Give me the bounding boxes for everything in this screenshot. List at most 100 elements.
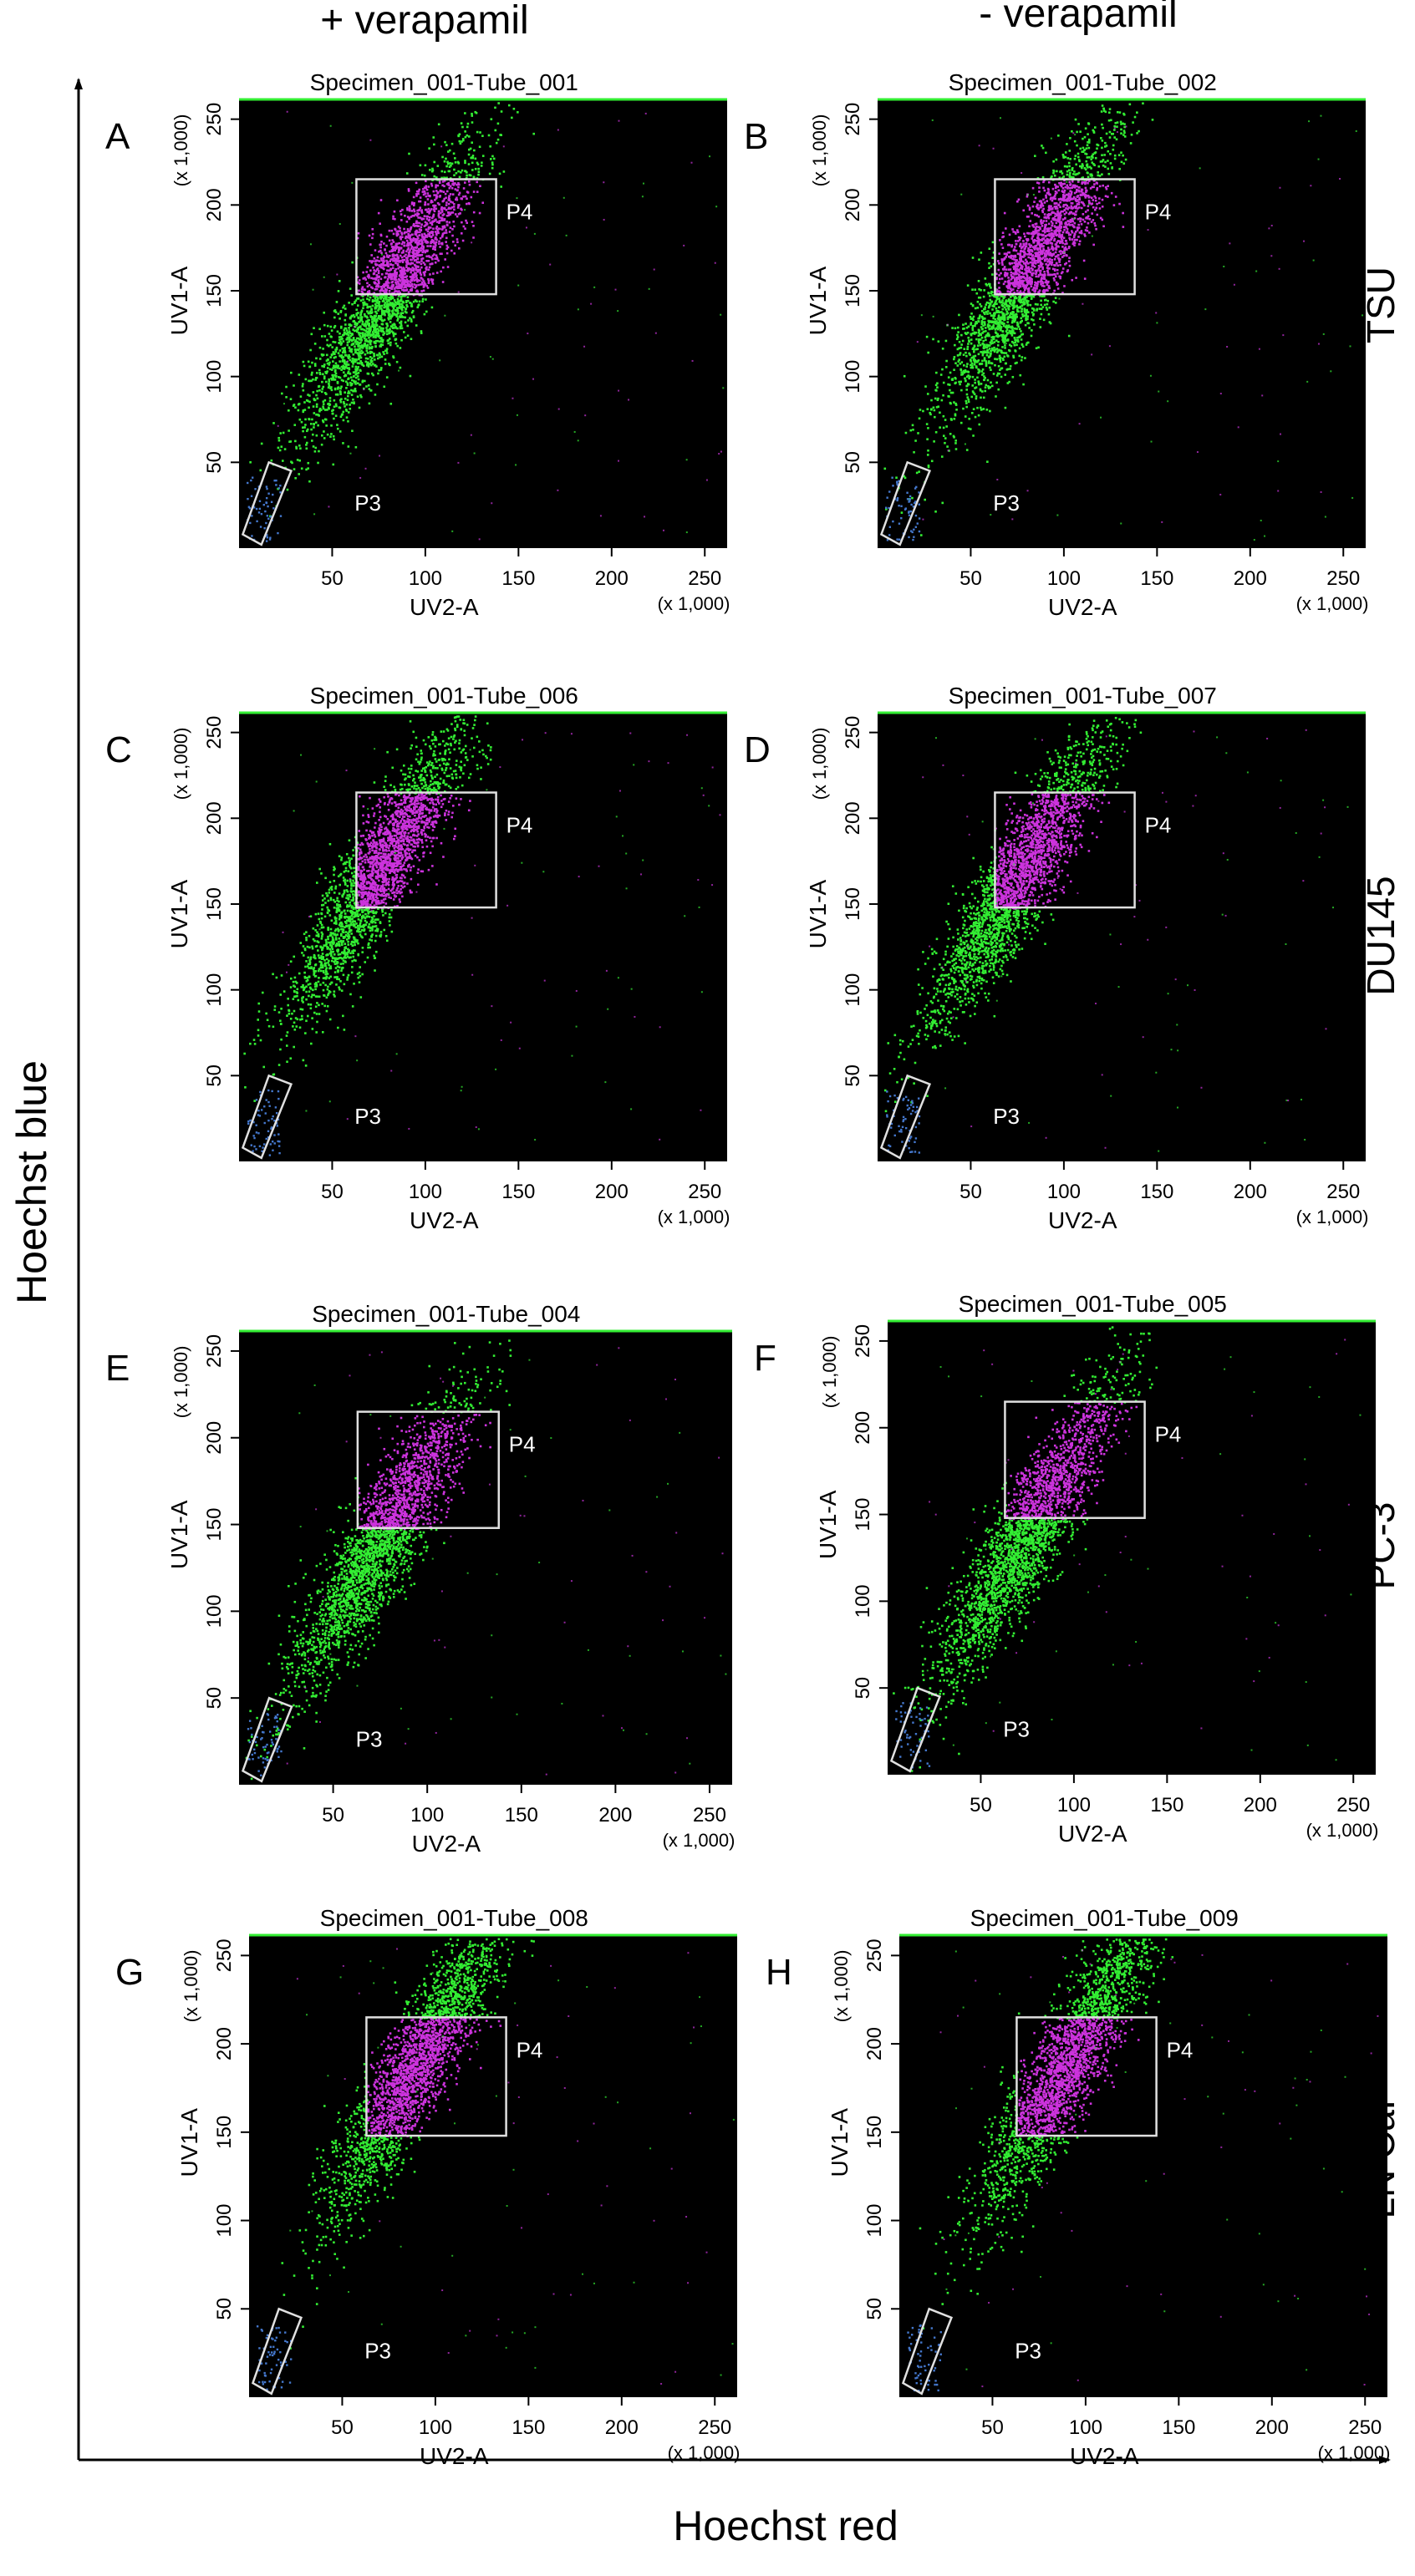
scatter-point — [444, 258, 446, 261]
scatter-point — [328, 404, 331, 406]
scatter-point — [429, 273, 431, 276]
scatter-point — [532, 133, 535, 135]
scatter-point — [1018, 355, 1021, 358]
scatter-point — [463, 226, 466, 228]
scatter-point — [1056, 159, 1058, 161]
scatter-point — [458, 213, 461, 216]
scatter-point — [431, 201, 434, 203]
scatter-point — [405, 281, 408, 283]
sp-point — [267, 518, 269, 520]
scatter-point — [468, 202, 471, 205]
scatter-point — [392, 303, 394, 306]
scatter-point — [914, 439, 917, 442]
scatter-point — [410, 305, 413, 307]
scatter-point — [911, 497, 914, 500]
scatter-point — [374, 358, 376, 361]
scatter-point — [338, 354, 341, 357]
scatter-point — [306, 447, 308, 450]
scatter-point — [400, 367, 402, 369]
scatter-point — [1020, 321, 1022, 323]
scatter-point — [1044, 304, 1046, 307]
scatter-point — [1103, 109, 1106, 112]
scatter-point — [386, 376, 389, 379]
scatter-point — [1113, 204, 1116, 206]
sp-point — [264, 511, 266, 512]
scatter-point — [380, 328, 383, 330]
scatter-point — [511, 117, 513, 119]
scatter-point — [354, 361, 357, 363]
scatter-point — [1043, 277, 1046, 280]
scatter-point — [482, 155, 485, 157]
scatter-point — [344, 319, 346, 322]
scatter-point — [970, 322, 973, 324]
scatter-point — [415, 252, 418, 254]
scatter-point — [443, 231, 445, 234]
scatter-point — [1020, 250, 1022, 252]
scatter-point — [401, 243, 404, 246]
scatter-point — [457, 170, 460, 173]
scatter-point — [446, 191, 449, 193]
scatter-point — [1102, 206, 1104, 208]
scatter-point — [369, 328, 372, 330]
scatter-point — [364, 380, 366, 383]
scatter-point — [939, 412, 941, 414]
scatter-point — [384, 277, 386, 279]
scatter-point — [323, 277, 325, 278]
sp-point — [279, 485, 281, 486]
scatter-point — [965, 355, 968, 358]
scatter-point — [1087, 156, 1089, 159]
scatter-point — [389, 263, 392, 266]
scatter-point — [1035, 303, 1037, 306]
scatter-point — [1032, 206, 1035, 208]
scatter-point — [399, 286, 401, 288]
scatter-point — [366, 349, 369, 352]
scatter-point — [364, 353, 367, 356]
scatter-point — [436, 192, 439, 195]
scatter-point — [975, 332, 978, 334]
scatter-point — [439, 252, 441, 255]
scatter-point — [977, 301, 980, 303]
scatter-point — [1066, 255, 1068, 257]
scatter-point — [310, 429, 313, 431]
scatter-point — [1046, 303, 1049, 306]
scatter-point — [285, 386, 288, 389]
scatter-point — [1087, 171, 1089, 174]
scatter-point — [1117, 121, 1119, 124]
scatter-point — [1026, 242, 1028, 245]
scatter-point — [393, 357, 395, 359]
scatter-point — [422, 191, 425, 193]
scatter-point — [977, 344, 980, 347]
scatter-point — [1053, 279, 1056, 282]
scatter-point — [338, 280, 341, 282]
scatter-point — [369, 403, 371, 405]
sp-point — [267, 536, 268, 538]
scatter-point — [1028, 232, 1031, 235]
scatter-point — [347, 360, 349, 362]
scatter-point — [407, 242, 410, 245]
scatter-point — [466, 175, 468, 177]
scatter-point — [1082, 147, 1085, 150]
scatter-point — [325, 393, 328, 395]
scatter-point — [1036, 309, 1038, 312]
scatter-point — [294, 440, 297, 443]
scatter-point — [427, 241, 430, 244]
scatter-point — [362, 286, 364, 288]
scatter-point — [966, 348, 969, 350]
scatter-point — [984, 359, 986, 362]
scatter-point — [479, 131, 481, 134]
scatter-point — [645, 113, 647, 114]
scatter-point — [332, 360, 334, 363]
scatter-point — [494, 107, 496, 109]
scatter-point — [456, 189, 459, 191]
scatter-point — [517, 111, 519, 114]
scatter-point — [1014, 332, 1016, 334]
scatter-point — [471, 169, 474, 171]
scatter-point — [317, 398, 319, 400]
scatter-point — [478, 170, 481, 173]
scatter-point — [409, 206, 411, 208]
scatter-point — [1056, 170, 1058, 173]
scatter-point — [394, 327, 397, 329]
scatter-point — [928, 465, 930, 467]
scatter-point — [430, 226, 432, 229]
scatter-point — [413, 283, 415, 286]
